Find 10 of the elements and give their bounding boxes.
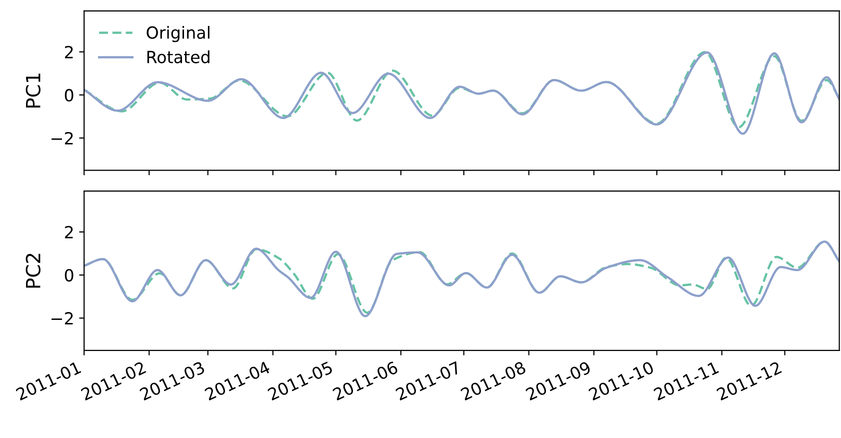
y-tick-label: −2 (52, 312, 73, 324)
y-tick-label: 0 (64, 88, 74, 102)
y-tick-label: −2 (52, 132, 73, 144)
y-tick-label: 2 (64, 226, 73, 238)
y-tick-label: 0 (64, 268, 74, 282)
y-tick-label: 2 (64, 46, 73, 58)
legend-label: Original (146, 26, 210, 42)
legend-label: Rotated (147, 50, 210, 64)
y-axis-title: PC2 (26, 254, 40, 288)
y-axis-title: PC1 (26, 74, 40, 108)
